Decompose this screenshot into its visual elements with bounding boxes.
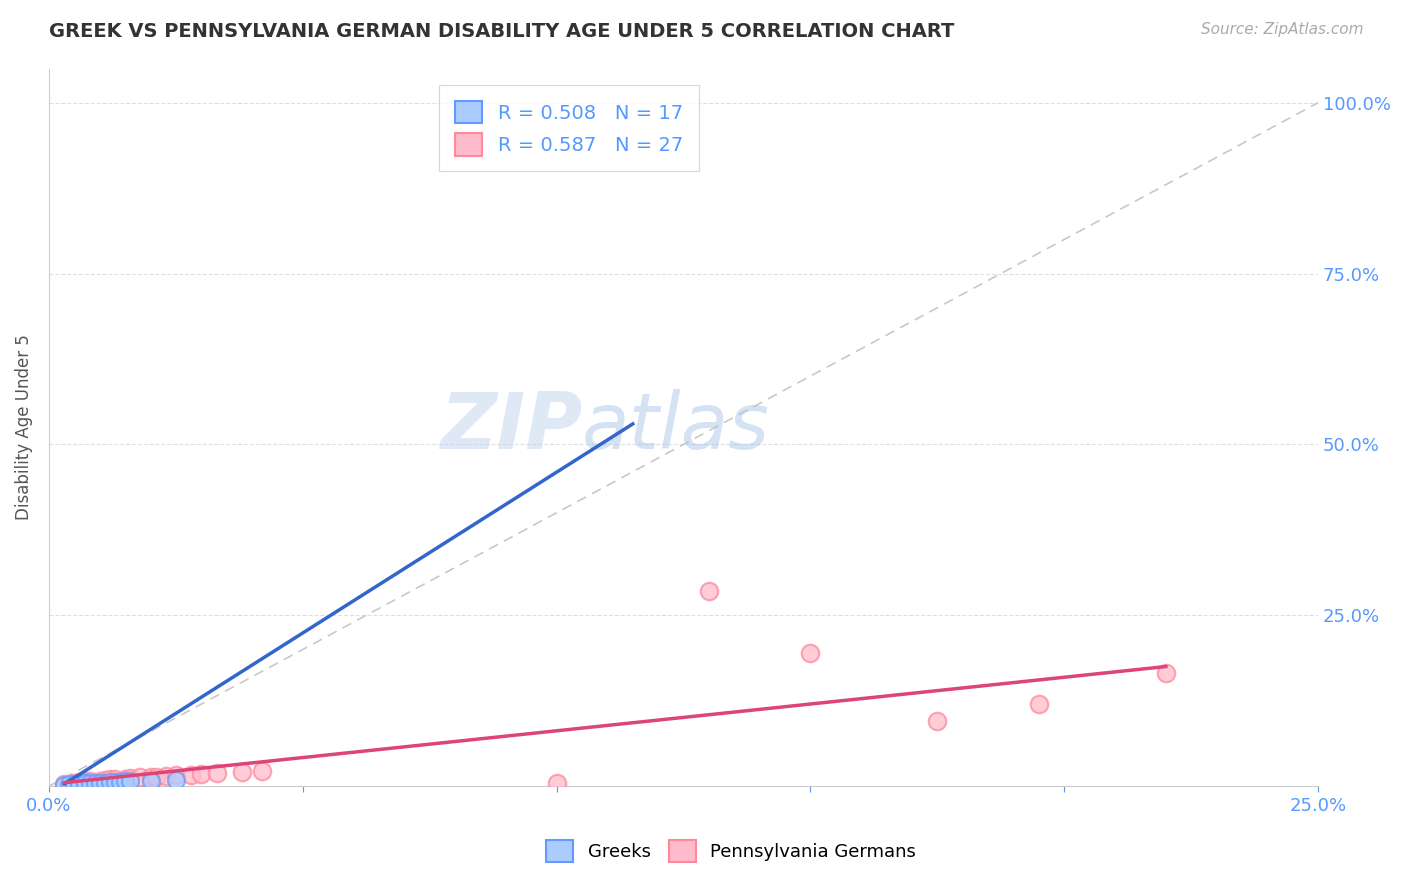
Point [114,772,136,786]
Point [73,776,96,790]
Legend: R = 0.508   N = 17, R = 0.587   N = 27: R = 0.508 N = 17, R = 0.587 N = 27 [440,86,699,171]
Point [89,775,111,789]
Text: GREEK VS PENNSYLVANIA GERMAN DISABILITY AGE UNDER 5 CORRELATION CHART: GREEK VS PENNSYLVANIA GERMAN DISABILITY … [49,22,955,41]
Point [145,770,167,784]
Point [79,773,101,788]
Point [927,714,949,729]
Point [83,775,105,789]
Point [67,777,90,791]
Point [53,777,76,791]
Point [67,775,90,789]
Point [205,766,228,780]
Point [98,772,121,787]
Point [104,775,127,789]
Point [114,774,136,789]
Point [94,772,117,787]
Point [139,773,162,788]
Point [120,774,142,789]
Point [250,764,273,778]
Point [231,765,253,780]
Point [120,771,142,785]
Point [104,772,127,787]
Point [165,768,187,782]
Point [108,775,131,789]
Point [94,775,117,789]
Point [155,769,177,783]
Point [73,774,96,789]
Point [129,770,152,784]
Point [1154,666,1177,681]
Point [53,778,76,792]
Point [89,774,111,789]
Point [180,767,202,781]
Text: ZIP: ZIP [440,389,582,466]
Point [79,776,101,790]
Point [63,775,86,789]
Point [73,776,96,790]
Point [165,772,187,787]
Text: atlas: atlas [582,389,770,466]
Point [58,777,80,791]
Point [799,646,821,660]
Text: Source: ZipAtlas.com: Source: ZipAtlas.com [1201,22,1364,37]
Point [63,777,86,791]
Point [546,776,568,790]
Point [139,770,162,784]
Point [190,767,212,781]
Y-axis label: Disability Age Under 5: Disability Age Under 5 [15,334,32,520]
Point [697,584,720,599]
Legend: Greeks, Pennsylvania Germans: Greeks, Pennsylvania Germans [538,833,924,870]
Point [98,775,121,789]
Point [1028,697,1050,711]
